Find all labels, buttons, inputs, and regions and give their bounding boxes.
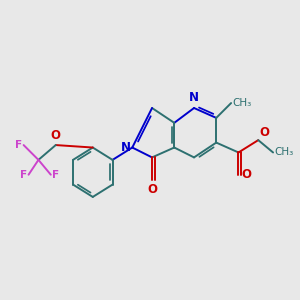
Text: O: O: [241, 168, 251, 181]
Text: O: O: [147, 183, 157, 196]
Text: N: N: [121, 141, 131, 154]
Text: O: O: [260, 126, 269, 139]
Text: CH₃: CH₃: [232, 98, 252, 108]
Text: O: O: [51, 129, 61, 142]
Text: N: N: [189, 91, 199, 103]
Text: CH₃: CH₃: [274, 148, 294, 158]
Text: F: F: [15, 140, 22, 150]
Text: F: F: [52, 170, 59, 180]
Text: F: F: [20, 170, 27, 180]
